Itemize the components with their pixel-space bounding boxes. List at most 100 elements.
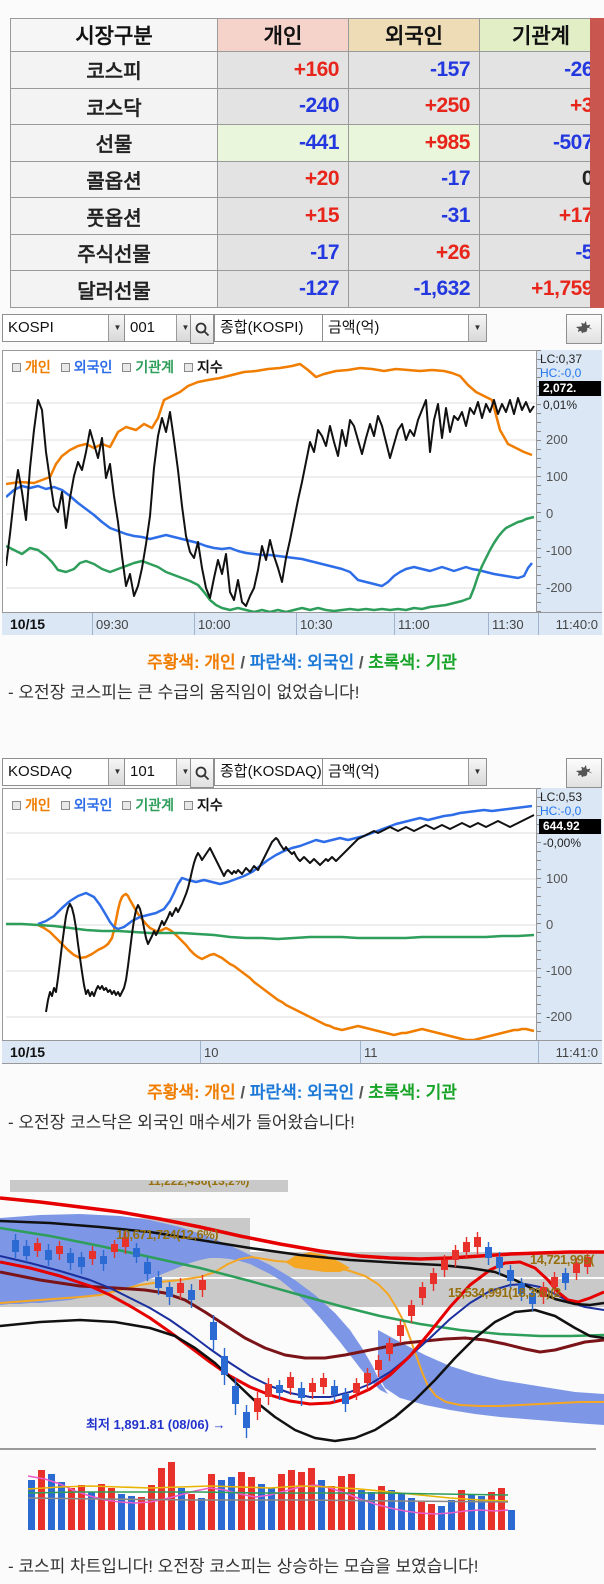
x-axis-separator [488,613,489,635]
daily-annotation-top: 11,222,436(13,2%) [148,1181,250,1188]
kospi-market-select[interactable]: KOSPI ▼ [2,314,127,342]
volume-ma-line [27,1491,509,1496]
chevron-down-icon[interactable]: ▼ [108,315,126,341]
candle-body [12,1240,19,1252]
kospi-code-select[interactable]: 001 ▼ [124,314,195,342]
volume-bar [218,1480,225,1530]
volume-bar [348,1474,355,1530]
volume-bar [438,1506,445,1530]
candle-body [529,1293,536,1304]
series-line [6,922,535,941]
candle-body [342,1394,349,1404]
kosdaq-legend: 개인 외국인 기관계 지수 [12,795,223,815]
flow-value: -240 [217,87,349,126]
kosdaq-symbol-field[interactable]: 종합(KOSDAQ) [214,758,327,786]
ma-line [0,1219,604,1307]
volume-bar [308,1468,315,1530]
kospi-settings-button[interactable] [566,314,602,344]
chevron-down-icon[interactable]: ▼ [108,759,126,785]
candle-body [100,1256,107,1264]
legend-item: 지수 [184,357,223,377]
kospi-lc-label: LC:0,37 [540,352,583,366]
caption-segment: 초록색: 기관 [368,1083,457,1102]
kosdaq-search-button[interactable] [190,758,214,788]
kospi-toolbar: KOSPI ▼ 001 ▼ 종합(KOSPI) 금액(억) ▼ [2,312,602,344]
volume-bar [68,1488,75,1530]
kospi-xaxis-date: 10/15 [10,616,46,632]
x-tick-label: 10:00 [198,617,231,632]
caption-segment: 주황색: 개인 [147,653,236,672]
legend-label: 개인 [25,797,51,813]
daily-lowest-label: 최저 1,891.81 (08/06) → [86,1417,226,1432]
flow-value: -5 [479,233,603,272]
kospi-symbol-field[interactable]: 종합(KOSPI) [214,314,327,342]
flow-value: 0 [479,160,603,199]
candle-body [133,1248,140,1257]
kosdaq-chart-widget [2,788,602,1064]
x-axis-separator [538,613,539,635]
x-tick-label: 11 [364,1045,378,1060]
volume-bar [208,1474,215,1530]
candle-body [23,1246,30,1256]
volume-bar [498,1488,505,1530]
candle-body [254,1398,261,1412]
row-label: 콜옵션 [10,160,218,199]
volume-bar [118,1494,125,1530]
y-tick-label: -100 [546,543,573,558]
table-row: 달러선물 -127 -1,632 +1,759 [10,270,603,308]
candle-body [364,1373,371,1383]
kospi-unit-select[interactable]: 금액(억) ▼ [322,314,487,342]
y-tick-label: -200 [546,1009,573,1024]
candle-body [287,1377,294,1388]
candle-body [177,1283,184,1293]
candle-body [89,1251,96,1259]
candle-body [144,1262,151,1274]
kosdaq-unit-select[interactable]: 금액(억) ▼ [322,758,487,786]
kospi-market-value: KOSPI [8,319,54,336]
flow-value: +985 [348,124,480,162]
volume-bar [298,1472,305,1530]
series-line [37,892,535,1040]
y-tick-label: -200 [546,580,573,595]
volume-bar [408,1498,415,1530]
legend-marker-icon [184,800,194,810]
candle-body [375,1360,382,1370]
candle-body [199,1280,206,1290]
volume-bar [148,1485,155,1530]
volume-bar [98,1484,105,1530]
candle-body [386,1343,393,1354]
x-axis-separator [538,1041,539,1063]
chevron-down-icon[interactable]: ▼ [468,759,486,785]
series-line [6,397,535,607]
volume-bar [48,1474,55,1530]
candle-body [67,1253,74,1263]
series-line [6,515,535,612]
legend-marker-icon [60,800,70,810]
price-band [10,1180,288,1192]
daily-annotation-mid: 10,671,724(12,6%) [116,1227,219,1242]
kosdaq-code-select[interactable]: 101 ▼ [124,758,195,786]
chevron-down-icon[interactable]: ▼ [176,759,194,785]
volume-bar [128,1496,135,1530]
series-line [45,814,535,1013]
y-tick-label: 100 [546,871,568,886]
chevron-down-icon[interactable]: ▼ [176,315,194,341]
row-label: 코스피 [10,51,218,89]
flow-value: -441 [217,124,349,162]
kosdaq-settings-button[interactable] [566,758,602,788]
caption-segment: 주황색: 개인 [147,1083,236,1102]
kospi-pct-label: 0,01% [543,398,578,412]
kosdaq-unit-value: 금액(억) [328,763,380,780]
volume-bar [398,1494,405,1530]
kospi-search-button[interactable] [190,314,214,344]
kosdaq-hc-label: HC:-0,0 [540,804,582,818]
table-header-cell: 시장구분 [10,18,218,52]
legend-item: 기관계 [122,795,174,815]
gear-icon [576,765,592,778]
volume-bar [168,1462,175,1530]
kosdaq-market-select[interactable]: KOSDAQ ▼ [2,758,127,786]
row-label: 풋옵션 [10,197,218,235]
candle-body [111,1244,118,1252]
table-row: 주식선물 -17 +26 -5 [10,233,603,272]
chevron-down-icon[interactable]: ▼ [468,315,486,341]
